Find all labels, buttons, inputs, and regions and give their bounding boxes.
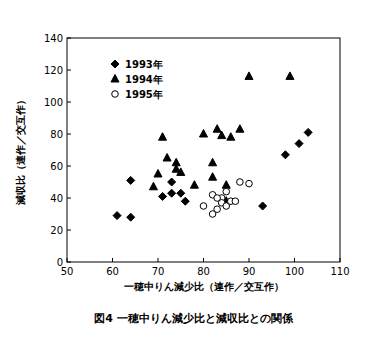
point	[149, 182, 157, 190]
y-tick-label: 0	[57, 257, 63, 268]
legend-marker	[112, 91, 119, 98]
point	[181, 197, 189, 205]
point	[113, 212, 121, 220]
x-tick	[249, 258, 250, 262]
y-tick	[67, 134, 71, 135]
x-tick	[294, 258, 295, 262]
point	[154, 170, 162, 178]
point	[281, 151, 289, 159]
point	[209, 158, 217, 166]
legend-marker	[111, 75, 119, 83]
y-tick	[67, 166, 71, 167]
point	[200, 130, 208, 138]
point	[232, 198, 239, 205]
x-tick-label: 80	[197, 266, 210, 277]
point	[295, 140, 303, 148]
y-tick-label: 20	[50, 225, 63, 236]
point	[168, 189, 176, 197]
x-tick-label: 100	[285, 266, 304, 277]
chart: 50 60 70 80 90 100 110 0 20 40 60 80 100 120 140 一穂中りん減…	[0, 0, 367, 354]
point	[259, 202, 267, 210]
y-tick	[67, 262, 71, 263]
y-tick	[67, 102, 71, 103]
point	[177, 189, 185, 197]
point	[177, 168, 185, 176]
y-tick	[67, 38, 71, 39]
point	[245, 72, 253, 80]
point	[223, 188, 230, 195]
point	[214, 206, 221, 213]
x-tick-label: 90	[243, 266, 256, 277]
point	[214, 195, 221, 202]
point	[127, 213, 135, 221]
legend-label: 1993年	[125, 59, 163, 70]
point	[127, 176, 135, 184]
x-tick-label: 70	[152, 266, 165, 277]
point	[213, 125, 221, 133]
y-tick	[67, 70, 71, 71]
legend-label: 1994年	[125, 74, 163, 85]
point	[200, 203, 207, 210]
point	[237, 179, 244, 186]
point	[159, 192, 167, 200]
point	[218, 131, 226, 139]
point	[190, 181, 198, 189]
legend: 1993年 1994年 1995年	[111, 59, 163, 100]
title: 図4 一穂中りん減少比と減収比との関係	[94, 312, 293, 325]
plot-frame	[67, 38, 340, 262]
y-tick-label: 100	[44, 97, 63, 108]
point	[159, 133, 167, 141]
x-tick-label: 60	[106, 266, 119, 277]
point	[304, 128, 312, 136]
y-tick-label: 40	[50, 193, 63, 204]
legend-label: 1995年	[125, 89, 163, 100]
x-tick	[158, 258, 159, 262]
x-tick	[67, 258, 68, 262]
x-tick-label: 50	[61, 266, 74, 277]
x-tick	[340, 258, 341, 262]
x-tick-label: 110	[330, 266, 349, 277]
point	[222, 181, 230, 189]
point	[168, 178, 176, 186]
y-tick	[67, 230, 71, 231]
point	[227, 133, 235, 141]
point	[236, 125, 244, 133]
points	[113, 72, 312, 221]
y-axis-label: 減収比（連作／交互作）	[15, 95, 27, 206]
point	[286, 72, 294, 80]
y-tick-label: 80	[50, 129, 63, 140]
y-tick-label: 140	[44, 33, 63, 44]
x-tick	[112, 258, 113, 262]
y-tick	[67, 198, 71, 199]
x-axis-label: 一穂中りん減少比（連作／交互作）	[124, 281, 284, 293]
point	[209, 173, 217, 181]
point	[163, 154, 171, 162]
legend-marker	[111, 60, 119, 68]
point	[246, 180, 253, 187]
y-tick-label: 120	[44, 65, 63, 76]
x-tick	[203, 258, 204, 262]
y-tick-label: 60	[50, 161, 63, 172]
